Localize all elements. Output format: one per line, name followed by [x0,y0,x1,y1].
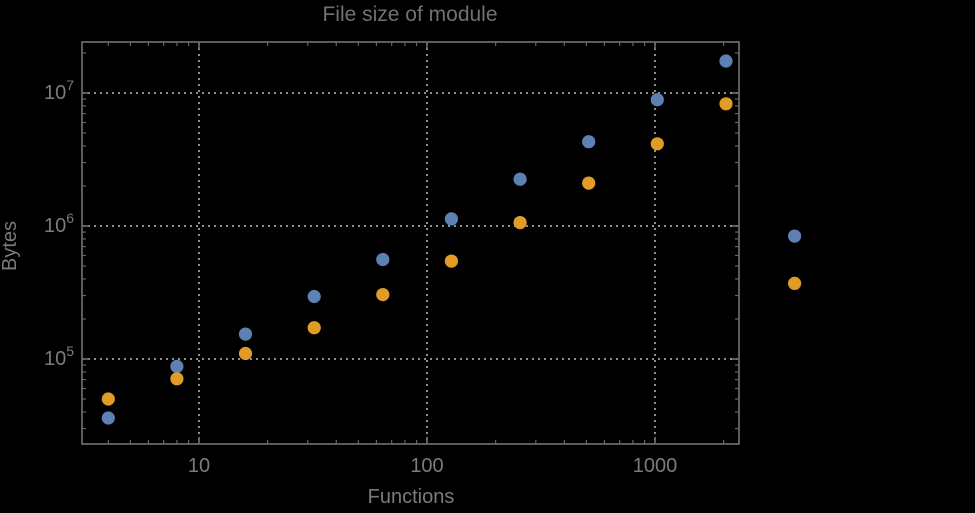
axis-ticks [82,42,739,444]
data-point-orange [513,216,527,230]
data-point-orange [788,276,802,290]
data-point-blue [513,172,527,186]
x-tick-label: 1000 [633,455,678,477]
x-axis-label: Functions [368,486,455,508]
y-tick-label: 107 [44,77,74,104]
x-tick-label: 100 [410,455,443,477]
data-point-blue [788,229,802,243]
data-point-orange [582,176,596,190]
data-point-orange [170,372,184,386]
data-point-blue [376,252,390,267]
data-point-blue [719,54,733,68]
data-point-blue [101,411,115,425]
y-tick-label: 106 [44,210,74,237]
data-point-orange [376,288,390,302]
gridlines [82,42,739,444]
y-axis-label: Bytes [0,221,21,271]
x-tick-label: 10 [188,455,210,477]
data-points [101,54,802,425]
data-point-blue [444,212,458,226]
data-point-orange [238,346,253,361]
data-point-orange [444,254,458,268]
data-point-blue [650,93,664,107]
data-point-orange [307,321,321,335]
data-point-blue [238,327,253,341]
data-point-blue [582,135,596,149]
y-tick-label: 105 [44,343,74,370]
data-point-orange [650,137,664,151]
data-point-orange [719,97,733,111]
plot-frame [81,41,740,445]
data-point-blue [307,289,321,304]
data-point-blue [170,359,184,373]
plot-title: File size of module [322,3,497,26]
data-point-orange [101,392,115,406]
tick-labels: 10 100 1000 105 106 107 [44,77,677,477]
